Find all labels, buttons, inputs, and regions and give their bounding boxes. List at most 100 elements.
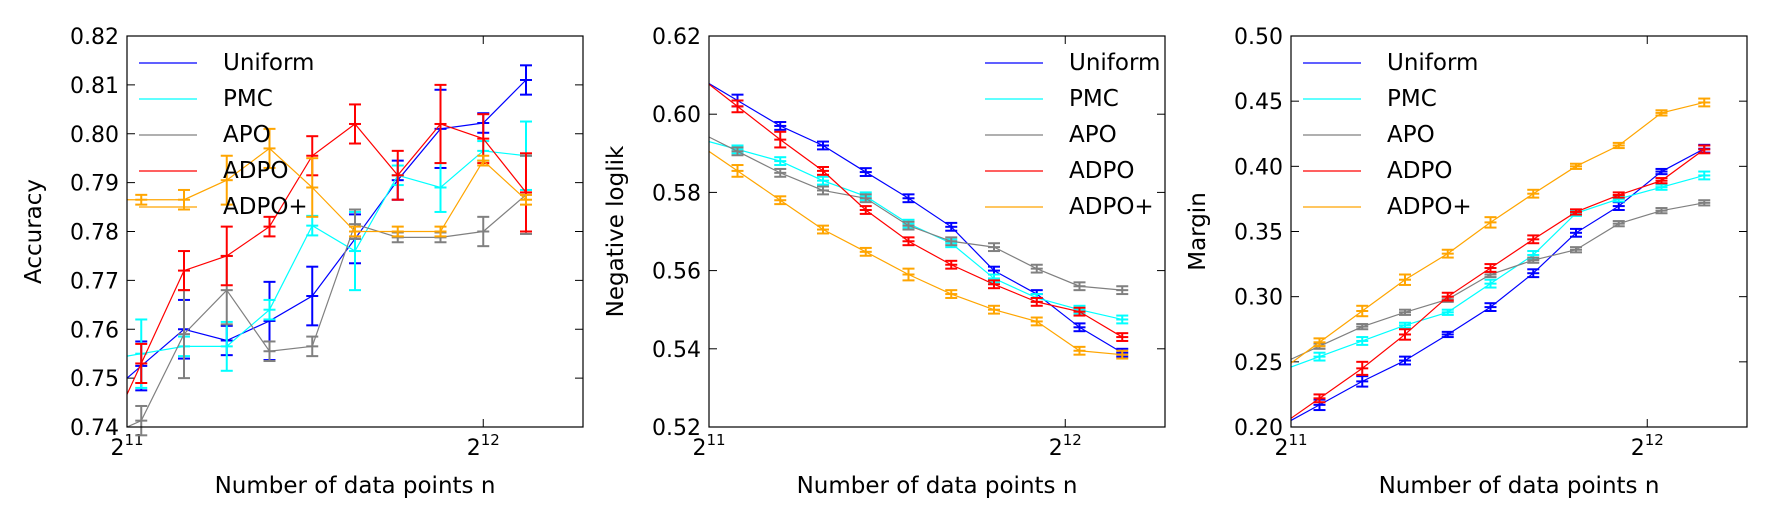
error-bar [1073,345,1086,356]
error-bar [1030,296,1043,307]
error-bar [1570,162,1582,170]
error-bar [1399,321,1411,329]
y-tick-label: 0.20 [1234,416,1283,441]
error-bar [306,214,319,237]
series-adpo-plus [709,150,1129,360]
series-adpo [1291,144,1711,419]
axes-frame [708,35,1166,428]
error-bar [902,220,915,231]
error-bar [1073,306,1086,317]
error-bar [1484,278,1497,289]
y-tick-label: 0.25 [1234,351,1283,376]
legend: Uniform PMC APO ADPO ADPO+ [985,50,1160,220]
series-line [127,123,527,395]
y-tick-label: 0.54 [652,338,701,363]
error-bar [220,154,233,206]
error-bar [1441,308,1454,316]
series-line [709,150,1123,356]
series-line [1291,148,1705,419]
x-tick-exponent: 11 [1288,431,1307,449]
legend-label: ADPO+ [1069,194,1154,220]
error-bar [774,167,787,178]
error-bar [220,225,233,287]
error-bar [1527,268,1540,279]
y-tick-label: 0.60 [652,103,701,128]
y-axis-label: Margin [1185,192,1211,271]
error-bar [1356,304,1369,318]
error-bar [774,195,787,206]
error-bar [1484,302,1497,313]
legend-label: APO [223,122,271,148]
error-bar [988,279,1000,290]
x-tick-label: 212 [1631,431,1664,461]
axes-frame [1290,35,1748,428]
error-bar [1698,144,1711,155]
error-bar [1313,393,1326,404]
error-bar [1570,208,1582,216]
legend-label: ADPO+ [1387,194,1472,220]
x-tick-label: 211 [1274,431,1307,461]
error-bar [859,246,872,257]
series-uniform [127,64,532,392]
error-bar [1313,351,1326,362]
error-bar [1612,141,1625,150]
error-bar [817,185,829,196]
error-bar [1399,308,1411,316]
error-bar [859,205,872,215]
series-line [127,150,527,357]
x-tick-label: 211 [692,431,725,461]
error-bar [520,64,532,96]
error-bar [945,289,958,299]
y-tick-label: 0.50 [1234,25,1283,50]
error-bar [1441,330,1454,339]
series-adpo [127,83,532,395]
y-axis-label: Negative loglik [603,145,629,317]
error-bar [1399,273,1411,286]
error-bar [902,236,915,247]
error-bar [306,265,319,327]
error-bar [306,157,319,218]
error-bar [1655,167,1668,176]
legend: Uniform PMC APO ADPO ADPO+ [139,50,314,220]
error-bar [434,83,447,165]
x-axis-label: Number of data points n [215,473,496,499]
y-tick-label: 0.76 [70,318,119,343]
y-tick-label: 0.52 [652,416,701,441]
legend: Uniform PMC APO ADPO ADPO+ [1303,50,1478,220]
error-bar [1655,177,1668,185]
error-bar [1116,349,1129,360]
y-tick-label: 0.40 [1234,155,1283,180]
y-tick-label: 0.81 [70,74,119,99]
error-bar [135,193,148,206]
series-line [1291,202,1705,360]
error-bar [1356,375,1369,388]
series-apo [709,136,1129,296]
error-bar [1356,360,1369,376]
error-bar [817,140,829,151]
error-bar [1116,314,1129,325]
error-bar [859,193,872,204]
error-bar [1073,322,1086,333]
error-bar [178,188,190,211]
error-bar [945,221,958,232]
series-line [709,83,1123,338]
x-tick-exponent: 12 [1645,431,1664,449]
series-adpo-plus [1291,97,1711,364]
series-apo [1291,199,1711,360]
y-tick-label: 0.56 [652,260,701,285]
error-bar [1527,256,1540,264]
error-bar [1655,207,1668,215]
error-bar [902,267,915,282]
error-bar [349,103,361,145]
error-bar [434,162,447,213]
error-bar [1570,246,1582,254]
error-bar [178,289,190,380]
y-tick-label: 0.58 [652,181,701,206]
error-bar [988,304,1000,315]
y-tick-label: 0.45 [1234,90,1283,115]
error-bar [1441,291,1454,302]
error-bar [1612,191,1625,199]
